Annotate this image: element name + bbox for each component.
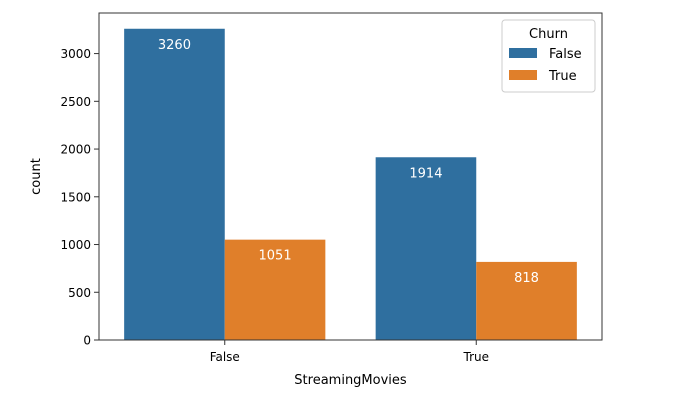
- bar-value-label: 1051: [259, 249, 292, 264]
- y-tick-label: 0: [83, 334, 91, 348]
- legend-label-true: True: [548, 69, 577, 84]
- y-tick-label: 3000: [60, 47, 91, 61]
- y-tick-label: 1000: [60, 238, 91, 252]
- bars-group: 3260 1914 1051 818: [124, 28, 577, 340]
- x-axis-label: StreamingMovies: [294, 373, 407, 388]
- x-axis: False True: [210, 340, 489, 364]
- bar-false-churn-false: [124, 28, 225, 340]
- y-tick-label: 2000: [60, 143, 91, 157]
- legend: Churn False True: [501, 19, 596, 93]
- legend-swatch-false: [509, 48, 537, 58]
- legend-title: Churn: [529, 27, 568, 42]
- y-axis: 0 500 1000 1500 2000 2500 3000: [60, 47, 99, 348]
- bar-value-label: 1914: [409, 166, 442, 181]
- y-axis-label: count: [29, 158, 44, 195]
- y-tick-label: 500: [68, 286, 91, 300]
- bar-value-label: 3260: [158, 38, 191, 53]
- bar-value-label: 818: [514, 271, 539, 286]
- bar-false-churn-true: [224, 239, 326, 340]
- legend-swatch-true: [509, 70, 537, 80]
- x-tick-label: False: [210, 350, 240, 364]
- bar-true-churn-false: [375, 157, 477, 340]
- plot-frame: [98, 12, 603, 341]
- y-tick-label: 2500: [60, 95, 91, 109]
- y-tick-label: 1500: [60, 190, 91, 204]
- x-tick-label: True: [463, 350, 490, 364]
- legend-items: False True: [509, 47, 582, 84]
- bar-true-churn-true: [476, 261, 577, 340]
- legend-label-false: False: [549, 47, 582, 62]
